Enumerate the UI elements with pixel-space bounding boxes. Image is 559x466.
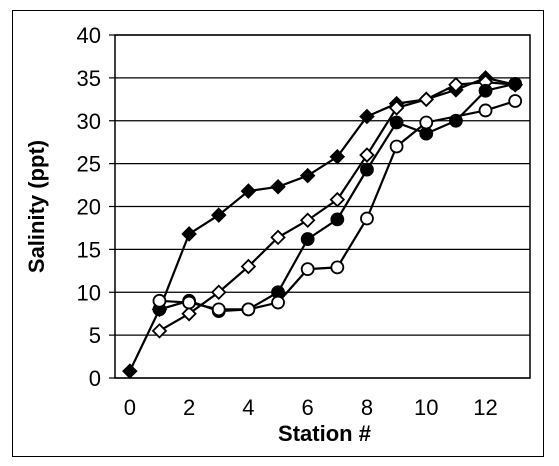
tick-label-y-10: 10 [77, 280, 101, 305]
series-3-point-6 [330, 212, 345, 227]
series-4-point-2 [211, 302, 226, 317]
tick-label-y-20: 20 [77, 195, 101, 220]
tick-label-x-2: 2 [183, 395, 195, 420]
series-4-point-6 [330, 260, 345, 275]
tick-label-x-10: 10 [414, 395, 438, 420]
series-3-point-8 [389, 115, 404, 130]
tick-label-y-15: 15 [77, 237, 101, 262]
series-1-point-8 [359, 108, 375, 125]
series-4-point-7 [360, 211, 374, 226]
series-2-point-0 [151, 323, 168, 339]
tick-label-y-0: 0 [89, 366, 101, 391]
series-4-point-9 [419, 115, 434, 130]
series-2-point-9 [418, 91, 435, 108]
series-3-point-5 [300, 232, 315, 246]
series-1-point-4 [240, 183, 257, 199]
x-axis-ticks: 0 2 4 6 8 10 12 [124, 395, 498, 420]
tick-label-y-40: 40 [77, 23, 101, 48]
series-3-point-12 [508, 76, 523, 91]
series-1-point-2 [181, 226, 197, 242]
tick-label-y-30: 30 [77, 109, 101, 134]
tick-label-x-6: 6 [302, 395, 314, 420]
series-4-point-1 [182, 295, 197, 310]
series-2-point-5 [299, 212, 316, 228]
series-3-point-9 [419, 126, 434, 141]
tick-label-y-35: 35 [77, 66, 101, 91]
series-2-point-8 [388, 100, 405, 116]
tick-label-x-0: 0 [124, 395, 136, 420]
series-group [122, 70, 523, 379]
y-axis-ticks: 0 5 10 15 20 25 30 35 40 [77, 23, 115, 391]
grid-lines [115, 34, 530, 379]
series-1-point-6 [299, 167, 316, 184]
tick-label-x-8: 8 [361, 395, 373, 420]
series-2-point-4 [270, 229, 286, 246]
series-1-point-5 [270, 179, 286, 195]
series-1 [122, 70, 523, 379]
series-2-point-1 [181, 305, 197, 322]
tick-label-y-25: 25 [77, 152, 101, 177]
y-axis-title: Salinity (ppt) [24, 140, 49, 273]
series-1-point-3 [210, 207, 227, 223]
series-4-point-10 [478, 103, 493, 118]
series-3-point-7 [360, 162, 374, 177]
series-4-point-0 [152, 293, 167, 308]
series-4-point-11 [508, 94, 523, 108]
tick-label-x-12: 12 [473, 395, 497, 420]
tick-label-x-4: 4 [242, 395, 254, 420]
series-2-point-7 [359, 147, 375, 163]
tick-label-y-5: 5 [89, 323, 101, 348]
series-1-point-7 [329, 148, 346, 165]
series-4-point-4 [271, 295, 285, 310]
series-1-point-0 [122, 363, 138, 379]
series-4-point-5 [300, 262, 315, 276]
series-4-point-8 [389, 139, 404, 154]
series-4 [152, 94, 523, 317]
series-2-point-2 [210, 284, 227, 301]
series-2-point-6 [329, 191, 346, 208]
series-3-point-11 [478, 83, 493, 98]
x-axis-title: Station # [278, 421, 371, 446]
series-2-point-3 [240, 258, 257, 275]
series-4-point-3 [241, 302, 256, 317]
series-2-point-10 [448, 76, 464, 93]
